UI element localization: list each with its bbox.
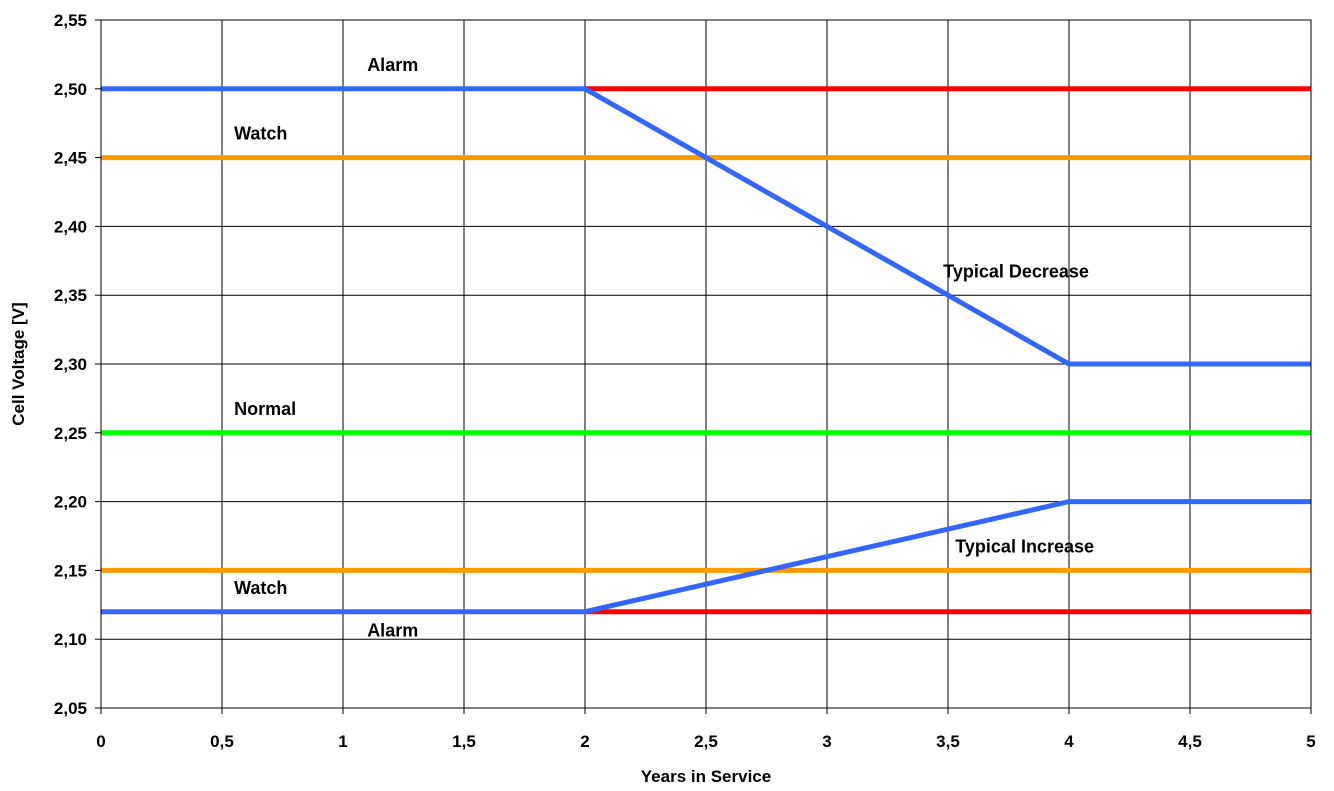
x-tick-label: 2 — [580, 732, 589, 751]
annotation-label: Alarm — [367, 620, 418, 640]
series-line — [101, 86, 1311, 367]
y-tick-label: 2,40 — [54, 217, 87, 236]
y-tick-label: 2,25 — [54, 424, 87, 443]
annotation-label: Typical Decrease — [943, 261, 1089, 281]
annotation-label: Watch — [234, 124, 287, 144]
y-tick-label: 2,15 — [54, 561, 87, 580]
x-tick-label: 3,5 — [936, 732, 960, 751]
y-tick-label: 2,05 — [54, 699, 87, 718]
annotations: Alarm Watch Typical Decrease Normal Typical … — [234, 55, 1094, 641]
y-axis-title: Cell Voltage [V] — [9, 302, 28, 425]
axis-tick-marks — [95, 19, 1312, 714]
x-tick-label: 3 — [822, 732, 831, 751]
x-tick-label: 4,5 — [1178, 732, 1202, 751]
x-tick-label: 0 — [96, 732, 105, 751]
y-tick-label: 2,20 — [54, 493, 87, 512]
y-tick-label: 2,10 — [54, 630, 87, 649]
x-tick-label: 4 — [1064, 732, 1074, 751]
y-tick-label: 2,30 — [54, 355, 87, 374]
annotation-label: Alarm — [367, 55, 418, 75]
annotation-label: Typical Increase — [955, 537, 1094, 557]
x-tick-label: 1,5 — [452, 732, 476, 751]
y-axis-tick-labels: 2,05 2,10 2,15 2,20 2,25 2,30 2,35 2,40 2,45 2,50… — [54, 11, 87, 718]
x-tick-label: 5 — [1306, 732, 1315, 751]
x-axis-title: Years in Service — [641, 767, 771, 786]
y-tick-label: 2,45 — [54, 149, 87, 168]
series-lines — [101, 86, 1311, 615]
annotation-label: Watch — [234, 578, 287, 598]
series-line — [101, 499, 1311, 615]
x-tick-label: 2,5 — [694, 732, 718, 751]
x-axis-tick-labels: 0 0,5 1 1,5 2 2,5 3 3,5 4 4,5 5 — [96, 732, 1315, 751]
x-tick-label: 0,5 — [210, 732, 234, 751]
y-tick-label: 2,55 — [54, 11, 87, 30]
annotation-label: Normal — [234, 399, 296, 419]
x-tick-label: 1 — [338, 732, 347, 751]
y-tick-label: 2,50 — [54, 80, 87, 99]
y-tick-label: 2,35 — [54, 286, 87, 305]
